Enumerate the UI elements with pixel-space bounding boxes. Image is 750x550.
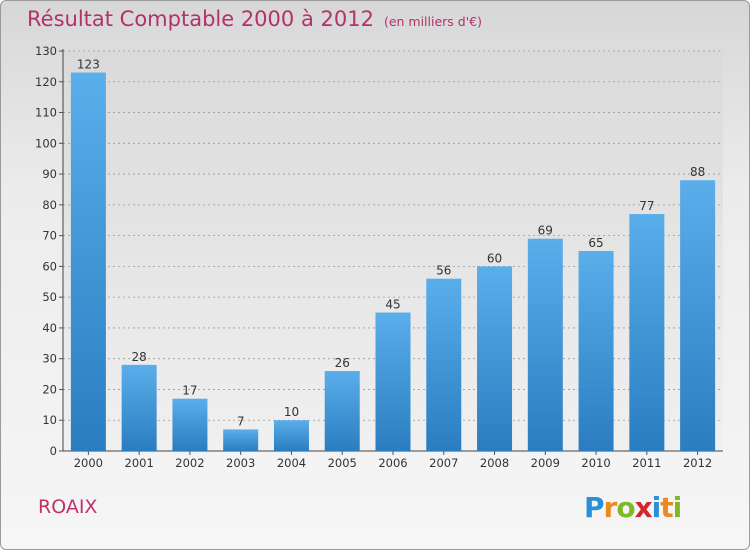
bar-2004[interactable] (273, 420, 309, 451)
x-tick-label: 2000 (74, 456, 103, 470)
bar-2009[interactable] (527, 238, 563, 451)
x-tick-label: 2002 (175, 456, 204, 470)
x-tick-label: 2004 (277, 456, 306, 470)
x-tick-label: 2009 (531, 456, 560, 470)
chart-title-text: Résultat Comptable 2000 à 2012 (27, 7, 374, 31)
y-tick-label: 10 (42, 413, 57, 427)
logo-letter: o (616, 491, 635, 524)
data-label: 77 (639, 199, 654, 213)
data-label: 17 (182, 384, 197, 398)
x-tick-label: 2005 (328, 456, 357, 470)
logo-letter: x (634, 491, 653, 524)
bar-2010[interactable] (578, 251, 614, 451)
y-tick-label: 30 (42, 352, 57, 366)
y-tick-label: 110 (35, 106, 57, 120)
bar-2007[interactable] (426, 278, 462, 451)
bar-2000[interactable] (70, 72, 106, 452)
y-tick-label: 60 (42, 259, 57, 273)
bar-2005[interactable] (324, 371, 360, 451)
data-label: 45 (385, 298, 400, 312)
bar-2003[interactable] (223, 429, 259, 451)
bar-2001[interactable] (121, 364, 157, 451)
x-tick-label: 2001 (125, 456, 154, 470)
bar-2006[interactable] (375, 312, 411, 451)
chart-subtitle: (en milliers d'€) (383, 14, 482, 29)
bar-2012[interactable] (680, 180, 716, 451)
y-tick-label: 0 (50, 444, 57, 458)
logo-letter: t (660, 491, 673, 524)
y-tick-label: 80 (42, 198, 57, 212)
bar-2008[interactable] (477, 266, 513, 451)
y-tick-label: 130 (35, 44, 57, 58)
data-label: 60 (487, 251, 502, 265)
x-tick-label: 2007 (429, 456, 458, 470)
logo-letter: i (651, 491, 662, 524)
commune-name: ROAIX (38, 496, 98, 518)
proxiti-logo[interactable]: Proxiti (584, 491, 683, 524)
y-tick-label: 90 (42, 167, 57, 181)
data-label: 65 (588, 236, 603, 250)
y-tick-label: 120 (35, 75, 57, 89)
data-label: 28 (132, 350, 147, 364)
y-tick-label: 100 (35, 136, 57, 150)
x-tick-label: 2011 (632, 456, 661, 470)
data-label: 10 (284, 405, 299, 419)
bar-2011[interactable] (629, 214, 665, 451)
x-tick-label: 2008 (480, 456, 509, 470)
x-tick-label: 2010 (581, 456, 610, 470)
x-tick-label: 2006 (378, 456, 407, 470)
logo-letter: i (672, 491, 683, 524)
chart-title: Résultat Comptable 2000 à 2012 (en millie… (27, 7, 482, 31)
y-tick-label: 50 (42, 290, 57, 304)
x-tick-label: 2012 (683, 456, 712, 470)
data-label: 88 (690, 165, 705, 179)
data-label: 7 (237, 414, 245, 428)
y-tick-label: 70 (42, 229, 57, 243)
data-label: 26 (335, 356, 350, 370)
logo-letter: P (584, 491, 605, 524)
data-label: 56 (436, 264, 451, 278)
logo-letter: r (603, 491, 618, 524)
data-label: 69 (538, 224, 553, 238)
data-label: 123 (77, 58, 100, 72)
x-tick-label: 2003 (226, 456, 255, 470)
y-tick-label: 20 (42, 382, 57, 396)
y-tick-label: 40 (42, 321, 57, 335)
bar-2002[interactable] (172, 398, 208, 451)
